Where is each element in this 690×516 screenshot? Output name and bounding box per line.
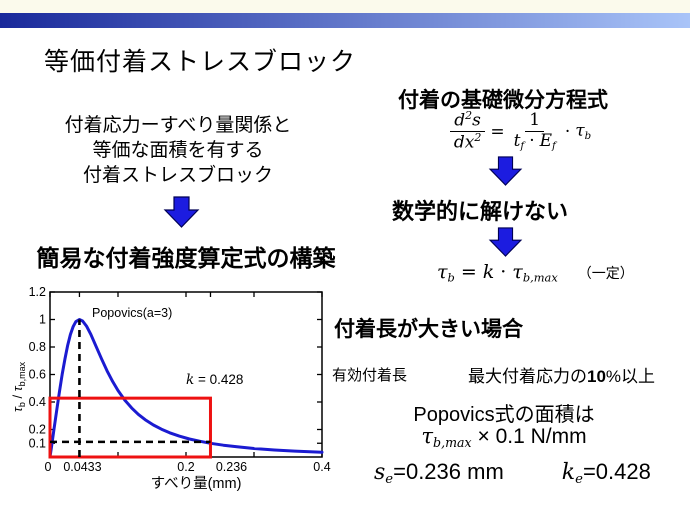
- result-values: se=0.236 mm ke=0.428: [374, 459, 651, 487]
- down-arrow-icon: [163, 196, 200, 228]
- goal-heading: 簡易な付着強度算定式の構築: [36, 245, 336, 271]
- svg-text:0.6: 0.6: [29, 368, 46, 382]
- ke-value: ke=0.428: [561, 459, 651, 487]
- bond-differential-equation: d2s dx2 = 1 tf · Ef · τb: [428, 109, 613, 153]
- svg-text:0.236: 0.236: [216, 460, 247, 474]
- svg-text:0.4: 0.4: [29, 395, 46, 409]
- popovics-area-heading: Popovics式の面積は: [413, 404, 595, 426]
- unsolvable-heading: 数学的に解けない: [392, 199, 569, 224]
- diffeq-heading: 付着の基礎微分方程式: [398, 89, 608, 112]
- down-arrow-icon: [488, 156, 523, 186]
- lhs-fraction: d2s dx2: [450, 109, 485, 153]
- svg-text:0.2: 0.2: [29, 423, 46, 437]
- svg-text:τb / τb,max: τb / τb,max: [10, 361, 27, 412]
- svg-text:0.2: 0.2: [177, 460, 194, 474]
- svg-text:1: 1: [39, 313, 46, 327]
- svg-text:0.4: 0.4: [313, 460, 330, 474]
- text-line: 付着応力ーすべり量関係と: [64, 115, 292, 136]
- page-title: 等価付着ストレスブロック: [44, 48, 357, 76]
- rhs-fraction: 1 tf · Ef: [513, 110, 556, 152]
- effective-bond-length-label: 有効付着長: [332, 367, 408, 384]
- long-bond-heading: 付着長が大きい場合: [334, 318, 523, 341]
- top-strip: [0, 0, 690, 13]
- svg-text:Popovics(a=3): Popovics(a=3): [92, 306, 172, 320]
- constant-tau-equation: τb = k · τb,max （一定）: [437, 261, 634, 285]
- bond-slip-chart: 0 0.0433 0.2 0.236 0.40.10.20.40.60.811.2Pop…: [10, 285, 331, 492]
- constant-note: （一定）: [577, 265, 634, 281]
- svg-text:すべり量(mm): すべり量(mm): [151, 475, 242, 492]
- down-arrow-icon: [488, 227, 523, 257]
- svg-text:0.1: 0.1: [29, 436, 46, 450]
- se-value: se=0.236 mm: [374, 459, 504, 487]
- svg-text:0: 0: [45, 460, 52, 474]
- svg-text:0.0433: 0.0433: [63, 460, 101, 474]
- bond-slip-relation-text: 付着応力ーすべり量関係と 等価な面積を有する 付着ストレスブロック: [18, 113, 338, 188]
- svg-text:1.2: 1.2: [29, 285, 46, 299]
- header-gradient-bar: [0, 13, 690, 28]
- max-stress-label: 最大付着応力の10%以上: [468, 367, 656, 386]
- text-line: 付着ストレスブロック: [82, 165, 273, 186]
- svg-text:0.8: 0.8: [29, 340, 46, 354]
- svg-text:k = 0.428: k = 0.428: [186, 372, 243, 388]
- text-line: 等価な面積を有する: [92, 140, 264, 161]
- area-equation: τb,max × 0.1 N/mm: [421, 424, 587, 450]
